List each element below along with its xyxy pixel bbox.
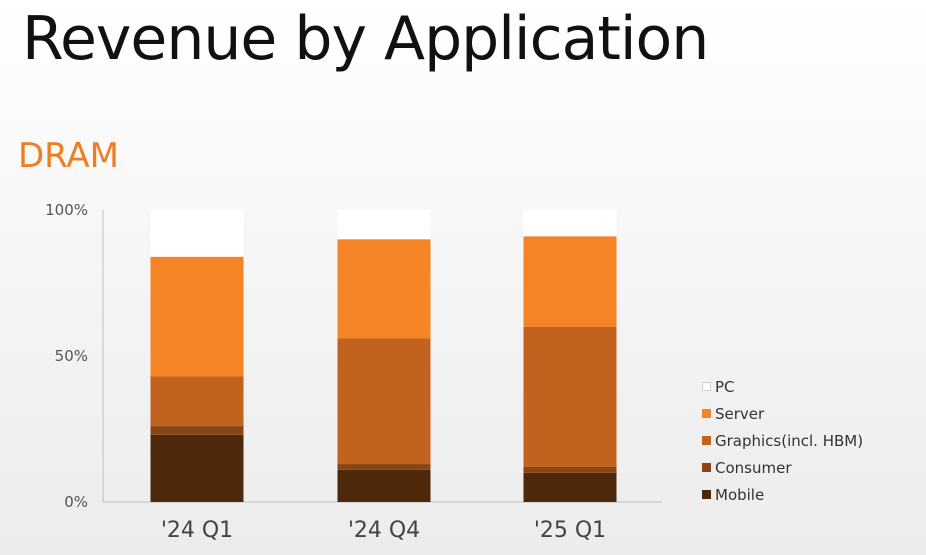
bar-segment-consumer	[337, 464, 431, 470]
bar-segment-mobile	[337, 469, 431, 502]
legend-swatch-server	[702, 409, 711, 418]
y-tick-label: 0%	[64, 493, 88, 511]
legend-item-pc: PC	[702, 373, 863, 400]
y-tick-label: 100%	[45, 201, 88, 219]
bar-segment-graphics-incl-hbm	[150, 376, 244, 427]
legend-item-mobile: Mobile	[702, 481, 863, 508]
bar-segment-pc	[337, 210, 431, 240]
legend-label-server: Server	[715, 404, 765, 423]
legend-item-consumer: Consumer	[702, 454, 863, 481]
chart-legend: PC Server Graphics(incl. HBM) Consumer M…	[702, 373, 863, 508]
bar-segment-pc	[150, 210, 244, 257]
bar-segment-consumer	[150, 426, 244, 435]
bar-segment-mobile	[150, 434, 244, 502]
x-tick-label: '25 Q1	[534, 518, 606, 543]
legend-swatch-pc	[702, 382, 711, 391]
x-tick-label: '24 Q4	[348, 518, 420, 543]
chart-subtitle: DRAM	[18, 136, 120, 176]
bar-segment-pc	[523, 210, 617, 237]
y-tick-label: 50%	[55, 347, 88, 365]
bar-segment-graphics-incl-hbm	[337, 338, 431, 465]
legend-swatch-consumer	[702, 463, 711, 472]
legend-item-graphics: Graphics(incl. HBM)	[702, 427, 863, 454]
x-tick-label: '24 Q1	[161, 518, 233, 543]
bar-segment-mobile	[523, 472, 617, 502]
legend-item-server: Server	[702, 400, 863, 427]
bar-segment-graphics-incl-hbm	[523, 326, 617, 467]
legend-swatch-mobile	[702, 490, 711, 499]
bar-segment-server	[337, 239, 431, 339]
legend-label-consumer: Consumer	[715, 458, 792, 477]
bar-segment-consumer	[523, 466, 617, 473]
legend-label-pc: PC	[715, 377, 735, 396]
legend-swatch-graphics	[702, 436, 711, 445]
bar-segment-server	[150, 256, 244, 377]
legend-label-mobile: Mobile	[715, 485, 765, 504]
bar-segment-server	[523, 236, 617, 327]
legend-label-graphics: Graphics(incl. HBM)	[715, 431, 864, 450]
page-title: Revenue by Application	[22, 4, 709, 74]
